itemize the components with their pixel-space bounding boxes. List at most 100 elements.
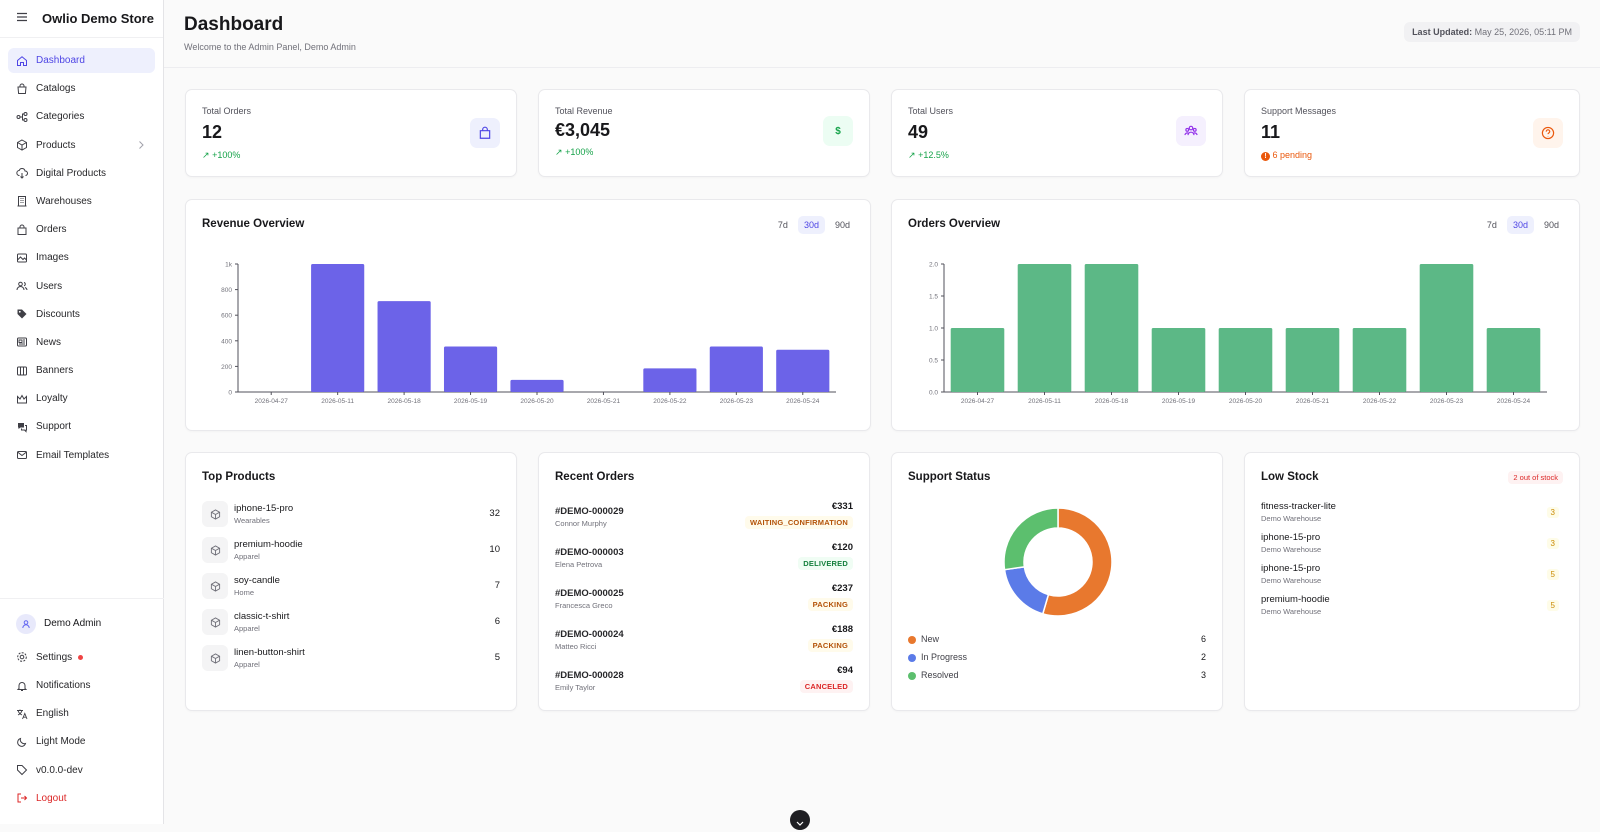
order-id: #DEMO-000028 <box>555 670 624 681</box>
stat-pending-value: 6 pending <box>1272 150 1313 160</box>
scroll-down-button[interactable] <box>790 810 810 830</box>
order-row[interactable]: #DEMO-000025 Francesca Greco €237 PACKIN… <box>555 583 853 617</box>
sidebar-item-images[interactable]: Images <box>8 245 155 270</box>
avatar <box>16 613 36 634</box>
chart-bar <box>709 346 763 392</box>
stock-product-name: premium-hoodie <box>1261 594 1330 605</box>
support-donut-chart <box>1003 507 1113 617</box>
order-row[interactable]: #DEMO-000024 Matteo Ricci €188 PACKING <box>555 624 853 658</box>
stat-trend-value: +100% <box>565 147 594 157</box>
range-7d[interactable]: 7d <box>1486 220 1497 230</box>
stat-label: Total Orders <box>202 106 252 116</box>
list-item[interactable]: linen-button-shirt Apparel 5 <box>202 645 500 673</box>
stat-value: 49 <box>908 122 929 142</box>
list-item[interactable]: soy-candle Home 7 <box>202 573 500 601</box>
logout-button[interactable]: Logout <box>8 788 156 809</box>
sidebar-item-news[interactable]: News <box>8 330 155 355</box>
stat-label: Total Revenue <box>555 106 613 116</box>
hamburger-menu-icon[interactable] <box>16 10 28 28</box>
chart-bar <box>377 301 431 392</box>
sidebar-item-users[interactable]: Users <box>8 274 155 299</box>
chart-bar <box>1017 264 1072 392</box>
stock-warehouse: Demo Warehouse <box>1261 514 1322 523</box>
list-item[interactable]: iphone-15-pro Demo Warehouse 3 <box>1261 532 1559 560</box>
sidebar-item-label: Products <box>36 139 76 151</box>
chat-icon <box>16 421 28 433</box>
users-icon <box>16 280 28 292</box>
donut-slice-new <box>1041 507 1113 617</box>
range-90d[interactable]: 90d <box>834 220 850 230</box>
x-tick-label: 2026-05-24 <box>786 398 820 405</box>
columns-icon <box>16 365 28 377</box>
stock-product-name: iphone-15-pro <box>1261 563 1321 574</box>
sidebar-item-warehouses[interactable]: Warehouses <box>8 189 155 214</box>
list-item[interactable]: iphone-15-pro Demo Warehouse 5 <box>1261 563 1559 591</box>
sidebar-item-orders[interactable]: Orders <box>8 217 155 242</box>
range-90d[interactable]: 90d <box>1543 220 1559 230</box>
order-row[interactable]: #DEMO-000003 Elena Petrova €120 DELIVERE… <box>555 542 853 576</box>
range-30d[interactable]: 30d <box>797 216 825 234</box>
list-item[interactable]: premium-hoodie Apparel 10 <box>202 537 500 565</box>
list-item[interactable]: premium-hoodie Demo Warehouse 5 <box>1261 594 1559 622</box>
sidebar-item-products[interactable]: Products <box>8 133 155 158</box>
product-category: Apparel <box>234 624 260 633</box>
order-amount: €94 <box>837 665 853 676</box>
sidebar-item-label: Support <box>36 421 72 433</box>
sidebar-item-discounts[interactable]: Discounts <box>8 302 155 327</box>
tag-icon <box>16 308 28 320</box>
sidebar-item-digital-products[interactable]: Digital Products <box>8 161 155 186</box>
sidebar-item-label: Warehouses <box>36 195 92 207</box>
trend-up-icon: ↗ <box>555 147 563 157</box>
sidebar-item-dashboard[interactable]: Dashboard <box>8 48 155 73</box>
x-tick-label: 2026-04-27 <box>961 398 995 405</box>
sidebar-item-loyalty[interactable]: Loyalty <box>8 386 155 411</box>
y-tick-label: 1k <box>225 262 233 269</box>
sidebar-item-banners[interactable]: Banners <box>8 358 155 383</box>
product-category: Apparel <box>234 552 260 561</box>
notifications-label: Notifications <box>36 680 91 692</box>
range-7d[interactable]: 7d <box>777 220 788 230</box>
donut-slice-resolved <box>1003 507 1059 571</box>
range-30d[interactable]: 30d <box>1506 216 1534 234</box>
list-item[interactable]: classic-t-shirt Apparel 6 <box>202 609 500 637</box>
y-tick-label: 0.5 <box>929 358 938 365</box>
theme-toggle[interactable]: Light Mode <box>8 731 156 752</box>
sidebar-item-categories[interactable]: Categories <box>8 104 155 129</box>
product-qty: 32 <box>489 508 500 519</box>
version-info: v0.0.0-dev <box>8 760 156 781</box>
stock-product-name: fitness-tracker-lite <box>1261 501 1336 512</box>
brand-bar: Owlio Demo Store <box>0 0 163 38</box>
card-title: Top Products <box>202 471 276 483</box>
sidebar-item-email-templates[interactable]: Email Templates <box>8 443 155 468</box>
order-amount: €331 <box>831 501 853 512</box>
gear-icon <box>16 651 28 663</box>
list-item[interactable]: iphone-15-pro Wearables 32 <box>202 501 500 529</box>
list-item[interactable]: fitness-tracker-lite Demo Warehouse 3 <box>1261 501 1559 529</box>
order-customer: Connor Murphy <box>555 519 607 528</box>
bag-icon <box>470 118 500 148</box>
product-category: Apparel <box>234 660 260 669</box>
order-row[interactable]: #DEMO-000029 Connor Murphy €331 WAITING_… <box>555 501 853 535</box>
user-profile[interactable]: Demo Admin <box>8 607 156 641</box>
order-row[interactable]: #DEMO-000028 Emily Taylor €94 CANCELED <box>555 665 853 699</box>
recent-orders-card: Recent Orders #DEMO-000029 Connor Murphy… <box>538 452 870 711</box>
stat-label: Total Users <box>908 106 954 116</box>
settings-link[interactable]: Settings <box>8 647 156 668</box>
order-id: #DEMO-000029 <box>555 506 624 517</box>
sidebar-item-support[interactable]: Support <box>8 414 155 439</box>
x-tick-label: 2026-05-11 <box>1028 398 1061 405</box>
trend-up-icon: ↗ <box>202 150 210 160</box>
product-name: premium-hoodie <box>234 539 303 550</box>
stat-card-total-users: Total Users 49 ↗ +12.5% <box>891 89 1223 177</box>
notifications-link[interactable]: Notifications <box>8 675 156 696</box>
stock-qty: 5 <box>1546 569 1559 580</box>
sidebar-item-label: Banners <box>36 365 74 377</box>
language-switch[interactable]: English <box>8 703 156 724</box>
sidebar-item-catalogs[interactable]: Catalogs <box>8 76 155 101</box>
legend-dot <box>908 672 916 680</box>
stat-card-total-orders: Total Orders 12 ↗ +100% <box>185 89 517 177</box>
chart-bar <box>776 349 830 392</box>
logout-icon <box>16 792 28 804</box>
stat-trend-value: +100% <box>212 150 241 160</box>
shopping-bag-icon <box>16 83 28 95</box>
